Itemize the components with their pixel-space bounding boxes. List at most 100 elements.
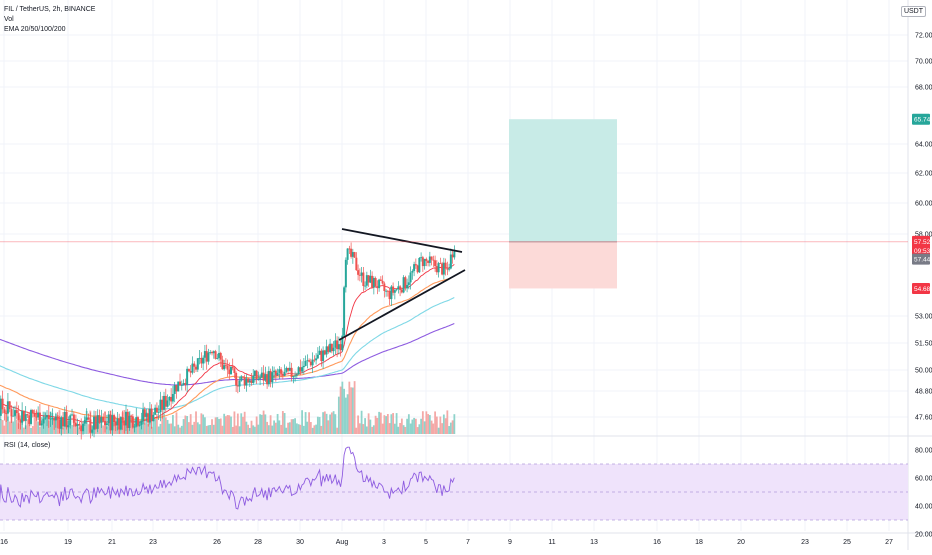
volume-bar (235, 426, 237, 434)
candle-body (127, 412, 129, 428)
currency-badge[interactable]: USDT (901, 6, 926, 17)
candle-body (240, 376, 242, 380)
volume-bar (418, 424, 420, 434)
volume-bar (305, 412, 307, 434)
candle-body (368, 275, 370, 282)
candle-body (354, 252, 356, 258)
candle-body (268, 371, 270, 384)
candle-body (34, 414, 36, 417)
candle-body (75, 423, 77, 426)
candle-body (62, 417, 64, 426)
volume-legend[interactable]: Vol (4, 15, 95, 25)
candle-body (0, 399, 2, 416)
volume-bar (357, 415, 359, 434)
price-tick-label: 47.60 (915, 415, 932, 422)
volume-bar (429, 415, 431, 434)
candle-body (200, 358, 202, 364)
volume-bar (12, 422, 14, 434)
candle-body (397, 286, 399, 289)
volume-bar (23, 428, 25, 434)
candle-body (100, 417, 102, 423)
volume-bar (422, 411, 424, 434)
rsi-legend[interactable]: RSI (14, close) (4, 442, 50, 449)
volume-bar (200, 413, 202, 434)
candle-body (152, 415, 154, 421)
volume-bar (348, 382, 350, 434)
volume-bar (298, 424, 300, 434)
candle-body (28, 415, 30, 424)
volume-bar (417, 427, 419, 434)
candle-body (159, 400, 161, 412)
candle-body (186, 369, 188, 385)
candle-body (14, 410, 16, 416)
volume-bar (390, 414, 392, 434)
volume-bar (382, 424, 384, 434)
volume-bar (329, 414, 331, 434)
volume-bar (216, 417, 218, 434)
volume-bar (446, 410, 448, 434)
volume-bar (282, 411, 284, 434)
volume-bar (190, 414, 192, 434)
candle-body (434, 260, 436, 266)
candle-body (266, 374, 268, 384)
candle-body (42, 419, 44, 424)
candle-body (123, 420, 125, 425)
candle-body (156, 408, 158, 413)
volume-bar (186, 416, 188, 434)
volume-bar (308, 412, 310, 434)
candle-body (247, 378, 249, 382)
time-tick-label: 28 (254, 539, 262, 546)
volume-bar (9, 422, 11, 434)
volume-bar (385, 416, 387, 434)
volume-bar (420, 419, 422, 434)
price-tick-label: 50.00 (915, 368, 932, 375)
candle-body (315, 358, 317, 360)
candle-body (259, 377, 261, 378)
volume-bar (432, 424, 434, 434)
candle-body (146, 413, 148, 417)
volume-bar (396, 413, 398, 434)
candle-body (285, 368, 287, 372)
candle-body (280, 369, 282, 374)
candle-body (446, 269, 448, 270)
candle-body (137, 417, 139, 426)
candle-body (415, 264, 417, 265)
candle-body (408, 282, 410, 285)
candle-body (104, 421, 106, 425)
candle-body (78, 424, 80, 425)
candle-body (132, 416, 134, 427)
volume-bar (303, 426, 305, 434)
volume-bar (301, 410, 303, 434)
volume-bar (204, 417, 206, 434)
volume-bar (336, 428, 338, 434)
candle-body (26, 414, 28, 415)
candle-body (110, 414, 112, 430)
volume-bar (289, 422, 291, 434)
volume-bar (299, 425, 301, 434)
symbol-title[interactable]: FIL / TetherUS, 2h, BINANCE (4, 5, 95, 15)
volume-bar (443, 415, 445, 434)
candle-body (16, 410, 18, 413)
candle-body (161, 400, 163, 410)
candle-body (345, 260, 347, 287)
volume-bar (427, 414, 429, 434)
candle-body (77, 424, 79, 426)
candle-body (438, 263, 440, 272)
candle-body (213, 351, 215, 353)
candle-body (167, 400, 169, 406)
volume-bar (270, 415, 272, 434)
rsi-tick-label: 40.00 (915, 504, 932, 511)
candle-body (448, 269, 450, 270)
candle-body (149, 409, 151, 423)
volume-bar (225, 416, 227, 434)
volume-bar (375, 416, 377, 434)
target-price-badge-text: 65.74 (914, 117, 931, 124)
ema-legend[interactable]: EMA 20/50/100/200 (4, 25, 95, 35)
candle-body (5, 413, 7, 414)
volume-bar (312, 428, 314, 434)
candle-body (369, 276, 371, 283)
volume-bar (369, 420, 371, 434)
candle-body (204, 351, 206, 358)
